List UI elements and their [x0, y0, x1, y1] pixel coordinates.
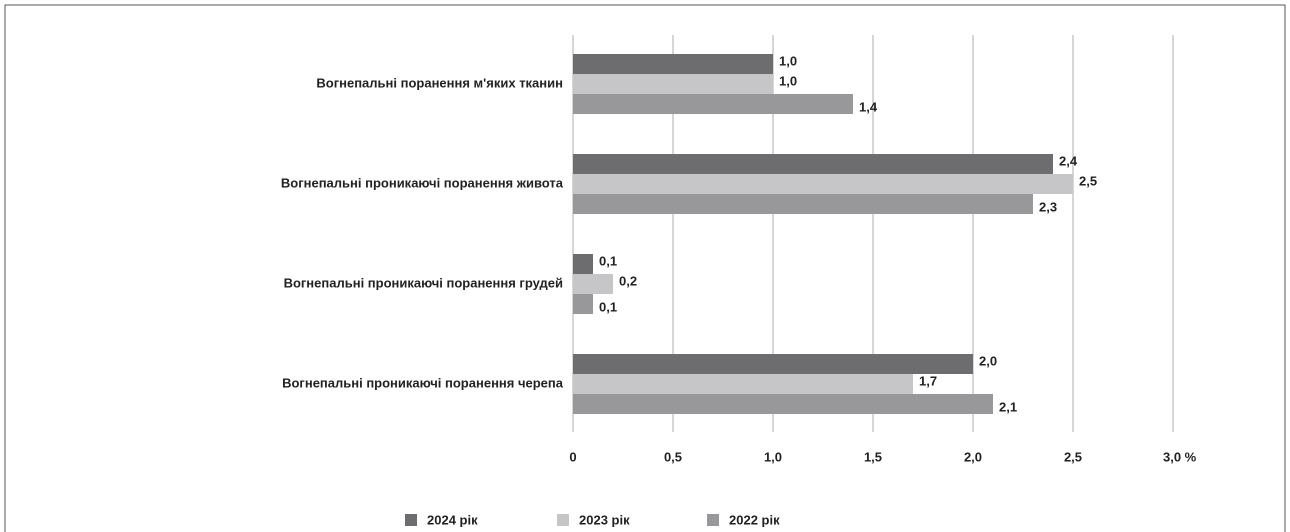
category-label: Вогнепальні поранення м'яких тканин: [316, 75, 563, 90]
x-tick-label: 1,0: [764, 449, 782, 464]
legend-label: 2022 рік: [729, 512, 780, 527]
value-label: 2,0: [979, 353, 997, 368]
bar: [573, 254, 593, 274]
bar: [573, 194, 1033, 214]
category-label: Вогнепальні проникаючі поранення живота: [281, 175, 564, 190]
x-tick-label: 3,0 %: [1163, 449, 1197, 464]
legend-swatch: [707, 514, 719, 526]
x-tick-label: 1,5: [864, 449, 882, 464]
bar: [573, 174, 1073, 194]
value-label: 0,2: [619, 273, 637, 288]
x-tick-label: 2,5: [1064, 449, 1082, 464]
value-label: 2,1: [999, 399, 1017, 414]
bar: [573, 54, 773, 74]
value-label: 1,4: [859, 99, 878, 114]
value-label: 1,7: [919, 373, 937, 388]
legend-label: 2023 рік: [579, 512, 630, 527]
value-label: 2,5: [1079, 173, 1097, 188]
bar: [573, 154, 1053, 174]
category-label: Вогнепальні проникаючі поранення черепа: [282, 375, 564, 390]
bar: [573, 294, 593, 314]
value-label: 2,4: [1059, 153, 1078, 168]
bar: [573, 74, 773, 94]
bar: [573, 94, 853, 114]
category-label: Вогнепальні проникаючі поранення грудей: [284, 275, 563, 290]
bar: [573, 354, 973, 374]
value-label: 1,0: [779, 73, 797, 88]
x-tick-label: 0,5: [664, 449, 682, 464]
value-label: 2,3: [1039, 199, 1057, 214]
bar: [573, 374, 913, 394]
value-label: 1,0: [779, 53, 797, 68]
frame: [4, 4, 1286, 532]
value-label: 0,1: [599, 299, 617, 314]
bar: [573, 394, 993, 414]
legend-swatch: [405, 514, 417, 526]
x-tick-label: 2,0: [964, 449, 982, 464]
legend-label: 2024 рік: [427, 512, 478, 527]
x-tick-label: 0: [569, 449, 576, 464]
legend-swatch: [557, 514, 569, 526]
value-label: 0,1: [599, 253, 617, 268]
bar: [573, 274, 613, 294]
